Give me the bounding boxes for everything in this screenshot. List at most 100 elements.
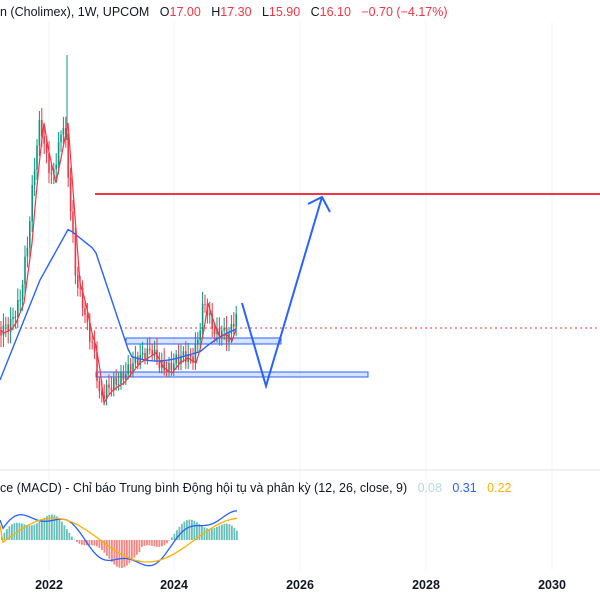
macd-bar-53 (133, 540, 136, 558)
x-axis-label-2030: 2030 (538, 578, 566, 592)
macd-bar-88 (221, 524, 223, 540)
macd-bar-32 (81, 540, 83, 545)
macd-bar-79 (198, 524, 201, 540)
macd-bar-45 (113, 540, 116, 565)
macd-bar-77 (193, 520, 196, 540)
candle-body-58 (139, 354, 141, 365)
macd-bar-80 (201, 525, 203, 540)
grid-lines (48, 22, 553, 570)
projection-arrow[interactable] (241, 195, 331, 390)
macd-bar-78 (196, 522, 198, 540)
candle-body-20 (48, 153, 50, 174)
candle-body-0 (0, 330, 2, 336)
candle-body-71 (170, 362, 173, 371)
candle-body-57 (137, 356, 139, 365)
macd-bar-40 (101, 540, 103, 551)
symbol-header: n (Cholimex), 1W, UPCOM O17.00 H17.30 L1… (0, 5, 448, 19)
candle-body-32 (77, 275, 79, 288)
candle-body-61 (146, 348, 149, 361)
candle-body-56 (134, 356, 137, 364)
macd-bar-86 (216, 526, 218, 540)
macd-histogram (1, 514, 238, 568)
macd-bar-66 (166, 540, 168, 544)
macd-bar-75 (188, 519, 191, 540)
candle-body-59 (141, 352, 144, 355)
candle-body-36 (86, 314, 89, 323)
candle-body-1 (2, 325, 5, 336)
candle-body-72 (173, 363, 175, 371)
macd-bar-4 (11, 524, 13, 540)
candle-body-43 (103, 395, 105, 399)
candle-body-79 (189, 354, 192, 357)
candle-body-69 (165, 370, 168, 372)
macd-bar-90 (226, 523, 228, 540)
macd-bar-12 (31, 525, 33, 540)
macd-bar-24 (61, 521, 63, 540)
candle-body-70 (168, 362, 170, 372)
candle-body-48 (115, 378, 117, 385)
macd-value: 0.31 (452, 481, 477, 495)
candle-body-53 (127, 364, 129, 375)
macd-bar-3 (8, 526, 11, 540)
candle-body-74 (177, 354, 180, 364)
macd-bar-54 (136, 540, 138, 555)
candle-body-38 (91, 341, 93, 343)
macd-bar-67 (168, 540, 171, 541)
macd-label: ce (MACD) - Chỉ báo Trung bình Động hội … (0, 481, 408, 495)
macd-bar-83 (208, 528, 211, 540)
candle-body-41 (98, 380, 101, 392)
macd-bar-18 (46, 516, 48, 540)
candle-body-96 (230, 324, 233, 334)
macd-bar-41 (103, 540, 106, 553)
macd-bar-61 (153, 540, 156, 547)
candle-body-18 (43, 136, 45, 144)
macd-bar-50 (126, 540, 128, 566)
macd-bar-13 (33, 524, 36, 540)
candle-body-5 (12, 316, 14, 320)
macd-bar-84 (211, 528, 213, 540)
low-value: 15.90 (268, 5, 301, 19)
candle-body-49 (117, 384, 120, 386)
macd-bar-71 (178, 526, 181, 540)
macd-bar-44 (111, 540, 113, 562)
candle-body-92 (221, 330, 223, 337)
candle-body-31 (74, 234, 77, 276)
candle-body-87 (209, 313, 211, 316)
candle-body-60 (144, 352, 146, 361)
macd-bar-1 (3, 532, 6, 540)
macd-bar-57 (143, 540, 146, 546)
macd-bar-65 (163, 540, 166, 546)
open-value: 17.00 (169, 5, 201, 19)
candle-body-29 (69, 177, 72, 212)
candle-body-40 (96, 351, 98, 381)
candle-body-33 (79, 287, 81, 289)
macd-bar-64 (161, 540, 163, 547)
x-axis-label-2022: 2022 (35, 578, 63, 592)
candle-body-62 (149, 348, 151, 351)
candle-body-19 (45, 143, 48, 154)
macd-bar-82 (206, 528, 208, 540)
candle-body-45 (108, 384, 110, 388)
candle-body-15 (36, 145, 38, 170)
candle-body-98 (235, 313, 237, 327)
macd-bar-55 (138, 540, 141, 553)
candle-body-91 (218, 328, 221, 337)
macd-bar-28 (71, 536, 73, 540)
macd-bar-17 (43, 517, 46, 540)
ma-slow-line (0, 228, 237, 381)
close-value: 16.10 (319, 5, 351, 19)
candle-body-23 (55, 164, 57, 169)
candle-body-82 (197, 340, 199, 345)
candle-body-2 (5, 324, 7, 326)
low-key: L (261, 5, 269, 19)
candle-body-76 (182, 351, 185, 356)
macd-bar-94 (236, 530, 238, 540)
macd-bar-10 (26, 524, 28, 540)
signal-value: 0.22 (487, 481, 512, 495)
macd-bar-43 (108, 540, 111, 559)
candle-body-54 (129, 364, 132, 372)
macd-hist-value: 0.08 (417, 481, 442, 495)
change-value: −0.70 (−4.17%) (361, 5, 448, 19)
macd-bar-23 (58, 518, 61, 540)
